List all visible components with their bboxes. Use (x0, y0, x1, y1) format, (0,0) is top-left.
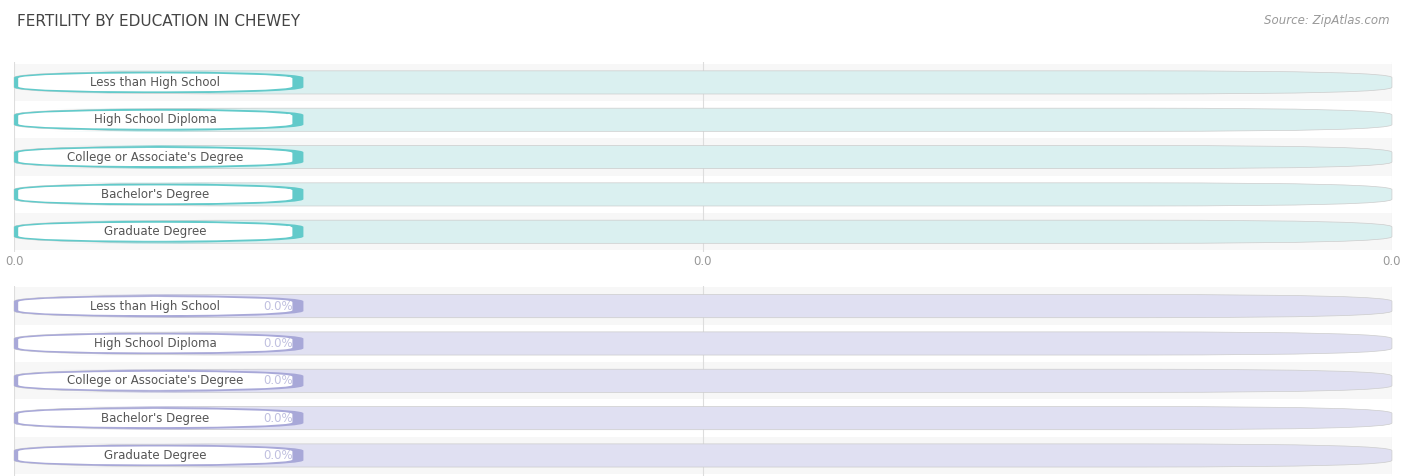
Bar (14, 288, 1392, 325)
Text: College or Associate's Degree: College or Associate's Degree (67, 150, 243, 164)
FancyBboxPatch shape (18, 73, 292, 92)
FancyBboxPatch shape (14, 369, 304, 392)
Bar (14, 399, 1392, 437)
Text: Graduate Degree: Graduate Degree (104, 225, 207, 238)
Text: 0.0%: 0.0% (263, 412, 292, 425)
FancyBboxPatch shape (18, 409, 292, 427)
FancyBboxPatch shape (14, 407, 304, 430)
FancyBboxPatch shape (14, 220, 1392, 243)
FancyBboxPatch shape (14, 369, 1392, 392)
Bar (14, 437, 1392, 474)
Bar (14, 176, 1392, 213)
FancyBboxPatch shape (14, 146, 304, 169)
Bar (14, 362, 1392, 399)
Bar (14, 213, 1392, 250)
FancyBboxPatch shape (14, 444, 304, 467)
Text: Less than High School: Less than High School (90, 76, 221, 89)
FancyBboxPatch shape (14, 71, 1392, 94)
Text: 0.0%: 0.0% (263, 374, 292, 387)
Bar (14, 325, 1392, 362)
FancyBboxPatch shape (14, 71, 304, 94)
FancyBboxPatch shape (14, 220, 304, 243)
FancyBboxPatch shape (14, 407, 1392, 430)
FancyBboxPatch shape (18, 297, 292, 316)
FancyBboxPatch shape (14, 108, 1392, 131)
FancyBboxPatch shape (14, 295, 304, 317)
Text: Less than High School: Less than High School (90, 299, 221, 313)
Text: FERTILITY BY EDUCATION IN CHEWEY: FERTILITY BY EDUCATION IN CHEWEY (17, 14, 299, 30)
Text: Source: ZipAtlas.com: Source: ZipAtlas.com (1264, 14, 1389, 27)
Text: 0.0: 0.0 (274, 188, 292, 201)
Text: 0.0%: 0.0% (263, 337, 292, 350)
FancyBboxPatch shape (18, 110, 292, 129)
FancyBboxPatch shape (14, 183, 1392, 206)
FancyBboxPatch shape (18, 334, 292, 353)
Bar (14, 139, 1392, 176)
FancyBboxPatch shape (14, 332, 304, 355)
Text: High School Diploma: High School Diploma (94, 113, 217, 126)
Text: 0.0: 0.0 (274, 150, 292, 164)
FancyBboxPatch shape (14, 444, 1392, 467)
FancyBboxPatch shape (18, 148, 292, 167)
Text: 0.0%: 0.0% (263, 299, 292, 313)
FancyBboxPatch shape (18, 446, 292, 465)
Text: Graduate Degree: Graduate Degree (104, 449, 207, 462)
FancyBboxPatch shape (14, 295, 1392, 317)
FancyBboxPatch shape (14, 108, 304, 131)
FancyBboxPatch shape (14, 332, 1392, 355)
FancyBboxPatch shape (14, 183, 304, 206)
Text: 0.0: 0.0 (274, 76, 292, 89)
FancyBboxPatch shape (14, 146, 1392, 169)
Text: Bachelor's Degree: Bachelor's Degree (101, 412, 209, 425)
Bar (14, 64, 1392, 101)
FancyBboxPatch shape (18, 371, 292, 390)
FancyBboxPatch shape (18, 185, 292, 204)
Text: 0.0: 0.0 (274, 225, 292, 238)
Bar (14, 101, 1392, 139)
Text: Bachelor's Degree: Bachelor's Degree (101, 188, 209, 201)
Text: High School Diploma: High School Diploma (94, 337, 217, 350)
Text: 0.0%: 0.0% (263, 449, 292, 462)
Text: 0.0: 0.0 (274, 113, 292, 126)
Text: College or Associate's Degree: College or Associate's Degree (67, 374, 243, 387)
FancyBboxPatch shape (18, 222, 292, 241)
